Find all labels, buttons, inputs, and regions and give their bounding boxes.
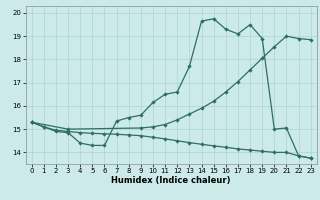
X-axis label: Humidex (Indice chaleur): Humidex (Indice chaleur) [111, 176, 231, 185]
